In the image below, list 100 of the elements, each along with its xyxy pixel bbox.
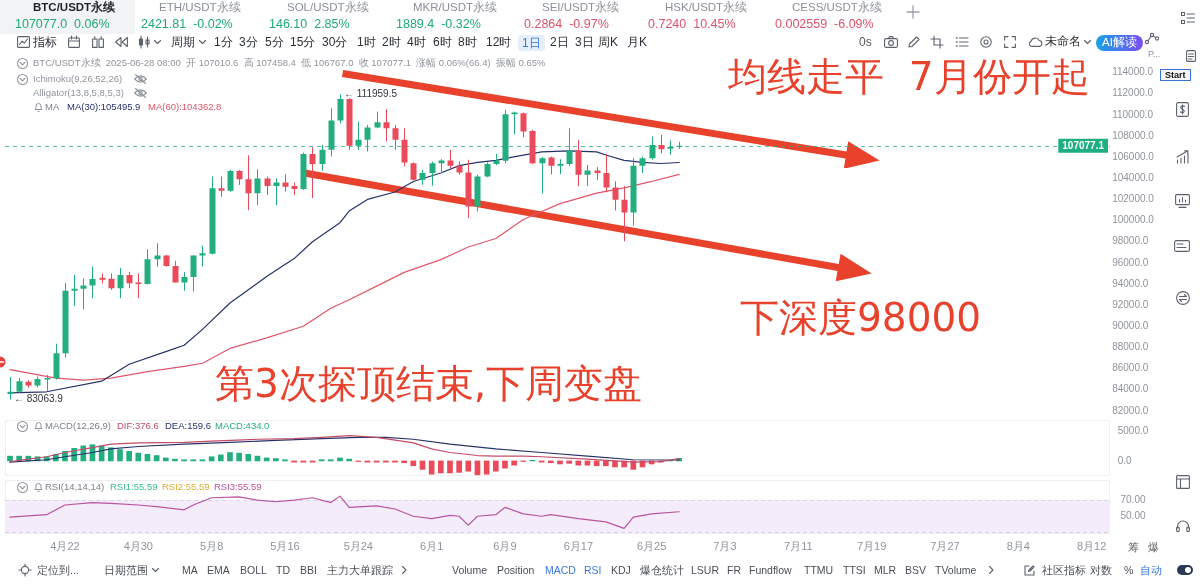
x-tick-label: 4月22 [50, 539, 80, 552]
text: Volume [452, 563, 488, 577]
y-tick-label: 112000.0 [1112, 87, 1154, 99]
annotation: Alligator(13,8,5,8,5,3) [33, 87, 124, 99]
text: 12时 [486, 34, 512, 50]
text: RSI [584, 563, 602, 577]
x-tick-label: 7月3 [713, 539, 737, 552]
x-tick-label: 5月24 [343, 539, 373, 552]
x-tick-label: 6月9 [493, 539, 517, 552]
y-tick-label: 86000.0 [1112, 362, 1149, 374]
text: FR [727, 563, 741, 577]
text: 146.10 2.85% [269, 16, 350, 32]
series-label: DIF:376.6 [117, 420, 159, 432]
x-tick-label: 5月16 [270, 539, 300, 552]
x-tick-label: 8月4 [1006, 539, 1030, 552]
text: TTMU [804, 563, 834, 577]
legend-title: RSI(14,14,14) [45, 481, 105, 493]
text: ETH/USDT永续 [159, 1, 241, 15]
text: 1889.4 -0.32% [396, 16, 481, 32]
text: BBI [300, 563, 317, 577]
y-tick-label: 90000.0 [1112, 320, 1149, 331]
text: 主力大单跟踪 [327, 563, 393, 577]
text: 6时 [433, 34, 452, 50]
text: TTSI [843, 563, 866, 577]
text: % [1124, 563, 1134, 577]
text: 0.002559 -6.09% [775, 16, 874, 32]
text: 8时 [458, 34, 477, 50]
annotation: 下深度98000 [740, 294, 982, 342]
y-tick-label: 104000.0 [1112, 172, 1155, 184]
text: MACD:434.0 [215, 420, 270, 432]
y-tick-label: 0.0 [1117, 454, 1133, 466]
text: LSUR [691, 563, 720, 577]
y-tick-label: 114000.0 [1112, 66, 1154, 78]
annotation: RSI2:55.59 [162, 481, 210, 493]
text: 月K [627, 34, 648, 50]
y-tick-label: 88000.0 [1112, 341, 1149, 353]
text: Fundflow [749, 563, 792, 577]
text: 107077.0 0.06% [15, 16, 110, 32]
y-tick-label: 102000.0 [1112, 193, 1155, 205]
text: 0s [859, 34, 872, 50]
text: TD [276, 563, 290, 577]
annotation: ← 111959.5 [343, 87, 398, 99]
text: 2421.81 -0.02% [141, 16, 233, 32]
text: BTC/USDT永续 2025-06-28 08:00 开 107010.6 高 107458.4 低 106767.0 收 107077.1 涨幅 0.06%(66.4) 振幅 0.65% [33, 57, 546, 69]
text: 周K [598, 34, 619, 50]
legend-title: MACD(12,26,9) [45, 420, 111, 432]
y-tick-label: 96000.0 [1112, 256, 1149, 268]
text: 爆 [1148, 540, 1159, 554]
text: 2时 [382, 34, 401, 50]
text: SEI/USDT永续 [542, 1, 620, 15]
x-tick-label: 5月8 [200, 539, 224, 552]
text: MLR [874, 563, 897, 577]
annotation: Ichimoku(9,26,52,26) [33, 73, 123, 85]
x-tick-label: 6月1 [420, 539, 444, 552]
text: 5分 [265, 34, 284, 50]
text: 自动 [1140, 563, 1162, 577]
text: HSK/USDT永续 [665, 1, 748, 15]
annotation: 均线走平 7月份开起 [728, 53, 1090, 101]
y-tick-label: 110000.0 [1112, 108, 1154, 120]
y-tick-label: 98000.0 [1112, 235, 1149, 247]
text: BSV [905, 563, 927, 577]
text: 0.2864 -0.97% [524, 16, 609, 32]
y-tick-label: 70.00 [1120, 493, 1146, 505]
y-tick-label: 94000.0 [1112, 277, 1149, 289]
text: 3日 [575, 34, 594, 50]
x-tick-label: 7月27 [930, 539, 960, 552]
text: 指标 [33, 34, 57, 50]
annotation: RSI1:55.59 [110, 481, 158, 493]
text: 筹 [1128, 540, 1139, 554]
text: BTC/USDT永续 [33, 1, 116, 15]
y-tick-label: 82000.0 [1112, 404, 1149, 416]
text: 社区指标 [1042, 563, 1086, 577]
y-tick-label: 5000.0 [1117, 424, 1149, 436]
text: TVolume [935, 563, 977, 577]
text: 未命名 [1045, 35, 1081, 49]
text: 对数 [1090, 563, 1112, 577]
text: 周期 [171, 34, 195, 50]
x-tick-label: 6月25 [636, 539, 667, 552]
text: 30分 [322, 34, 348, 50]
text: 爆仓统计 [640, 563, 684, 577]
text: AI解读 [1096, 35, 1143, 51]
text: Start [1160, 68, 1191, 82]
text: Position [497, 563, 535, 577]
text: CESS/USDT永续 [792, 1, 882, 15]
y-tick-label: 100000.0 [1112, 214, 1155, 226]
legend-title: MA [45, 101, 60, 113]
series-label: DEA:159.6 [165, 420, 211, 432]
text: MA(60):104362.8 [148, 101, 222, 113]
x-tick-label: 4月30 [123, 539, 153, 552]
x-tick-label: 8月12 [1076, 539, 1107, 552]
text: BOLL [240, 563, 267, 577]
y-tick-label: 108000.0 [1112, 129, 1155, 141]
text: 1分 [214, 34, 233, 50]
y-tick-label: 92000.0 [1112, 298, 1149, 310]
text: EMA [207, 563, 230, 577]
text: 1时 [357, 34, 376, 50]
series-label: RSI3:55.59 [214, 481, 262, 493]
text: 定位到... [37, 563, 79, 577]
y-tick-label: 50.00 [1120, 510, 1146, 522]
annotation: ← 83063.9 [13, 393, 64, 405]
